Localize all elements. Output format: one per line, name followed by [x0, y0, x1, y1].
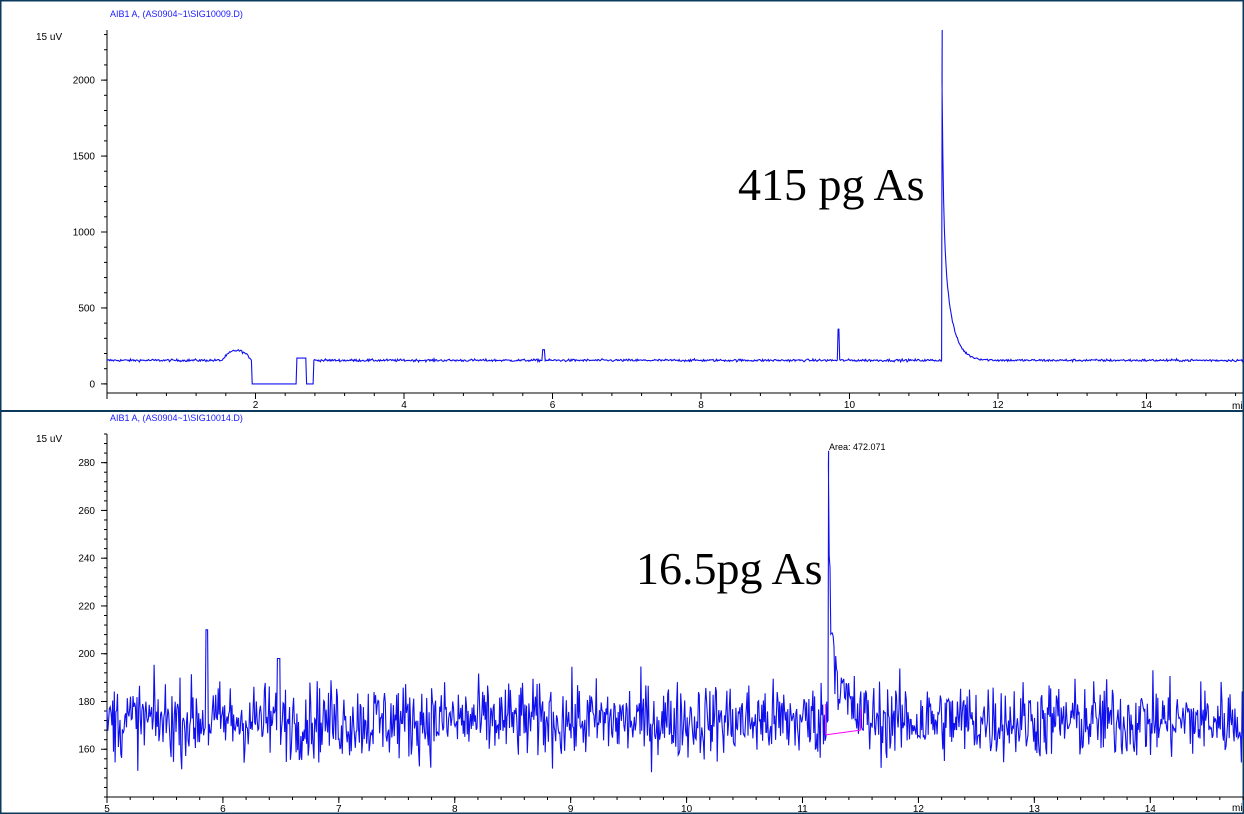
x-tick-label: 13	[1029, 804, 1041, 814]
x-tick-label: 11	[797, 804, 808, 814]
x-tick-label: 14	[1145, 804, 1157, 814]
x-tick-label: 6	[550, 400, 556, 411]
y-tick-label: 1000	[73, 228, 96, 239]
x-unit-label-bottom: mi	[1232, 803, 1243, 814]
y-tick-label: 200	[78, 649, 95, 660]
annotation-bottom: 16.5pg As	[636, 543, 823, 594]
x-tick-label: 7	[336, 804, 342, 814]
x-unit-label-top: mi	[1232, 401, 1243, 412]
y-tick-label: 0	[89, 379, 95, 390]
peak-area-label: Area: 472.071	[829, 442, 886, 452]
x-tick-label: 8	[698, 400, 704, 411]
x-tick-label: 5	[104, 804, 110, 814]
x-tick-label: 9	[568, 804, 574, 814]
series-trace	[106, 29, 1244, 385]
y-tick-label: 2000	[73, 76, 96, 87]
series-trace	[106, 450, 1244, 773]
y-tick-label: 180	[78, 697, 95, 708]
chart-panel-bottom: 160 180 200 220 240 260 280 5 6 7 8 9 10 11 12 13 14 AIB1…	[36, 413, 1244, 814]
annotation-top: 415 pg As	[738, 159, 925, 210]
x-tick-label: 8	[452, 804, 458, 814]
x-tick-label: 10	[681, 804, 693, 814]
y-tick-label: 260	[78, 506, 95, 517]
y-tick-label: 500	[78, 303, 95, 314]
chart-panel-top: 0 500 1000 1500 2000 2 4 6 8 10 12 14 AIB1 A, (AS090…	[36, 9, 1244, 412]
y-tick-label: 220	[78, 601, 95, 612]
x-tick-label: 2	[253, 400, 259, 411]
y-tick-label: 240	[78, 554, 95, 565]
x-tick-label: 6	[220, 804, 226, 814]
integration-baseline	[825, 729, 861, 736]
y-unit-label-top: 15 uV	[36, 32, 62, 43]
y-tick-label: 1500	[73, 152, 96, 163]
x-tick-label: 14	[1141, 400, 1153, 411]
y-tick-label: 280	[78, 458, 95, 469]
y-unit-label-bottom: 15 uV	[36, 434, 62, 445]
file-label-bottom: AIB1 A, (AS0904~1\SIG10014.D)	[110, 413, 243, 423]
y-tick-label: 160	[78, 745, 95, 756]
x-tick-label: 12	[992, 400, 1004, 411]
x-tick-label: 4	[401, 400, 407, 411]
file-label-top: AIB1 A, (AS0904~1\SIG10009.D)	[110, 9, 243, 19]
x-tick-label: 12	[913, 804, 925, 814]
x-tick-label: 10	[844, 400, 856, 411]
